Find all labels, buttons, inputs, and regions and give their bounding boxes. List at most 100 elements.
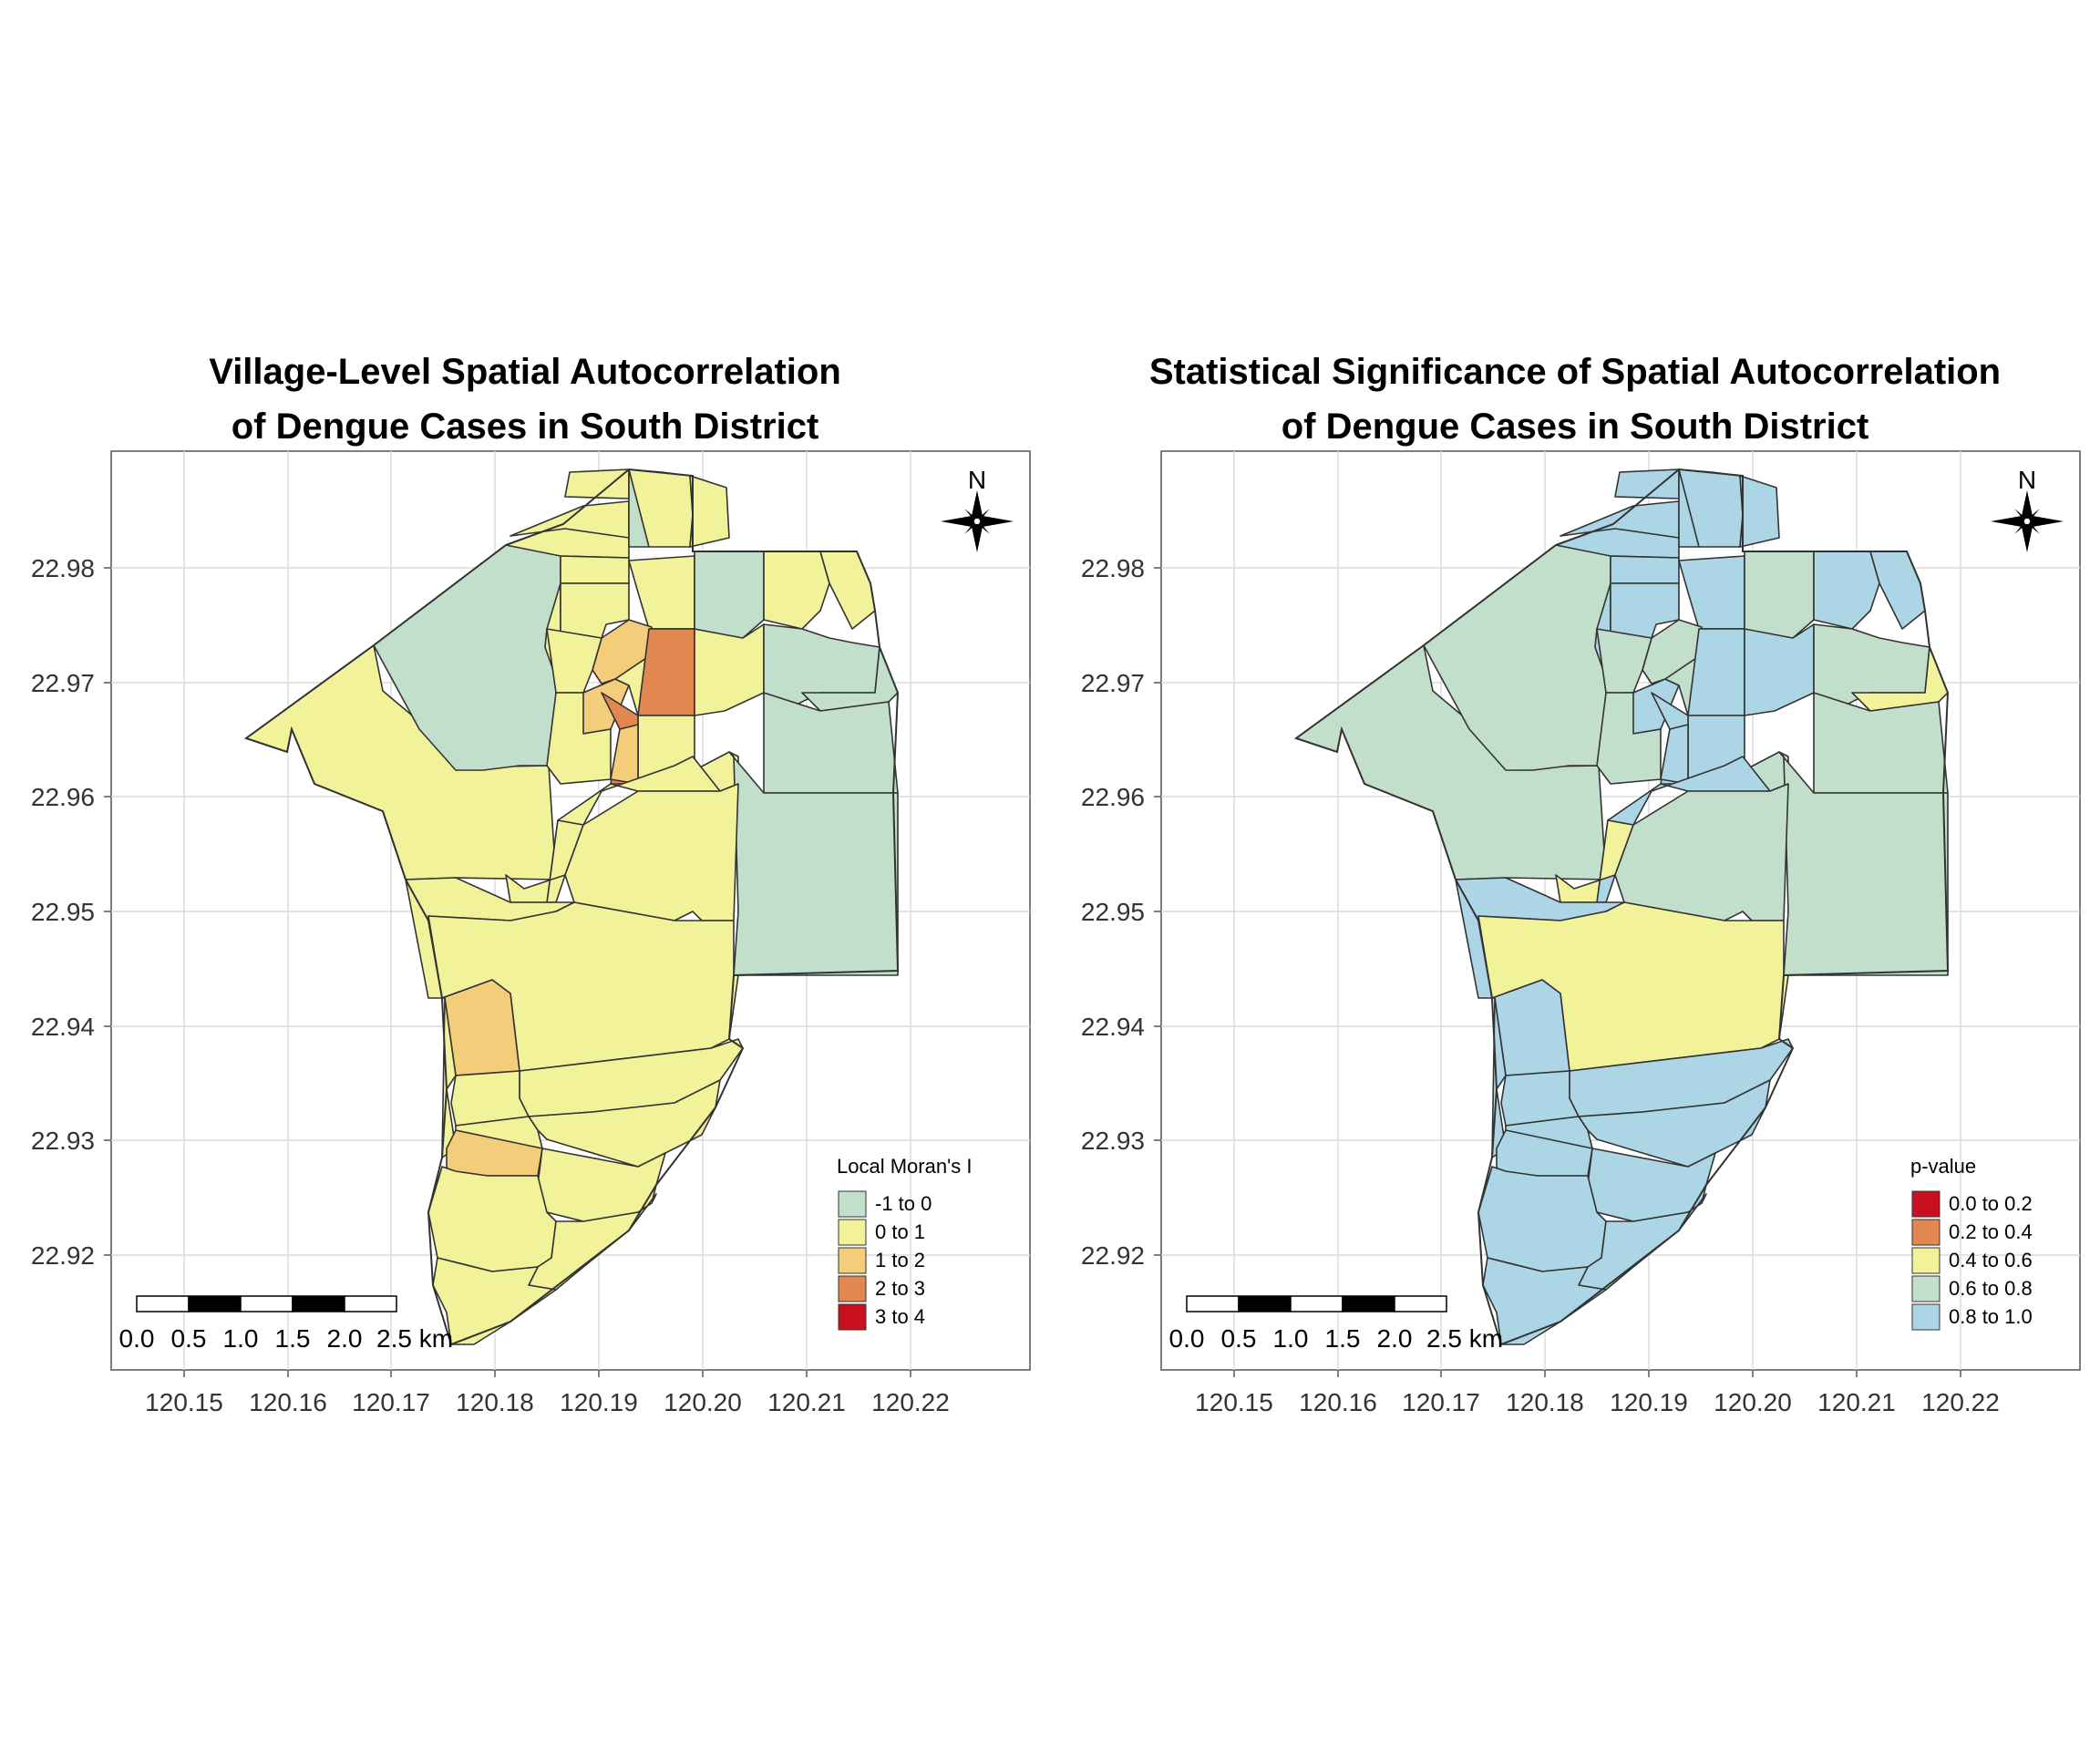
legend-swatch: [838, 1190, 867, 1218]
x-tick-label: 120.21: [1817, 1388, 1896, 1416]
map-title: Statistical Significance of Spatial Auto…: [1050, 345, 2100, 454]
legend-label: 1 to 2: [875, 1249, 925, 1271]
legend-title: Local Moran's I: [837, 1155, 973, 1178]
village-polygon: [546, 628, 602, 694]
compass-point-w: [1991, 516, 2027, 527]
compass-point-sw: [964, 521, 977, 534]
scale-bar: 0.0 0.5 1.0 1.5 2.0 2.5 km: [1169, 1295, 1503, 1353]
legend: Local Moran's I -1 to 0 0 to 1 1 to 2 2 to 3…: [837, 1155, 973, 1331]
compass-point-nw: [2014, 509, 2027, 521]
y-tick-label: 22.94: [31, 1013, 95, 1041]
legend-label: 0.4 to 0.6: [1949, 1249, 2033, 1271]
village-polygon: [528, 1079, 721, 1168]
legend-label: 3 to 4: [875, 1305, 925, 1328]
x-tick-label: 120.17: [1402, 1388, 1480, 1416]
legend-swatch: [838, 1275, 867, 1302]
y-tick-label: 22.97: [31, 669, 95, 697]
scale-bar-label: 1.0: [1273, 1324, 1309, 1353]
north-label: N: [968, 466, 986, 494]
x-tick-label: 120.22: [1921, 1388, 2000, 1416]
village-polygon: [1778, 751, 1949, 976]
compass-point-se: [2027, 521, 2040, 534]
x-tick-label: 120.17: [352, 1388, 430, 1416]
y-tick-label: 22.92: [31, 1241, 95, 1270]
x-tick-label: 120.16: [1299, 1388, 1377, 1416]
village-polygon: [505, 819, 584, 903]
compass-point-ne: [977, 509, 990, 521]
y-tick-label: 22.93: [1081, 1127, 1145, 1155]
compass-point-sw: [2014, 521, 2027, 534]
scale-bar-segment: [136, 1295, 190, 1312]
moran-map: 120.15 120.16 120.17 120.18 120.19 120.20 120.…: [31, 450, 1031, 1416]
scale-bar-label: 0.5: [1221, 1324, 1257, 1353]
legend-swatch: [1911, 1247, 1940, 1274]
scale-bar-label: 1.0: [223, 1324, 259, 1353]
scale-bar-segment: [1186, 1295, 1240, 1312]
compass-point-n: [2022, 490, 2033, 521]
compass-center: [2023, 517, 2032, 526]
x-tick-label: 120.22: [871, 1388, 950, 1416]
village-polygon: [694, 551, 765, 639]
y-tick-label: 22.98: [31, 554, 95, 582]
village-polygon: [1614, 468, 1680, 499]
village-polygon: [1739, 475, 1780, 548]
x-tick-label: 120.18: [1506, 1388, 1584, 1416]
compass-point-s: [972, 521, 983, 552]
legend-swatch: [838, 1219, 867, 1246]
legend-swatch: [838, 1247, 867, 1274]
north-label: N: [2018, 466, 2036, 494]
legend-label: 0.6 to 0.8: [1949, 1277, 2033, 1300]
x-tick-label: 120.21: [767, 1388, 846, 1416]
x-tick-label: 120.20: [1714, 1388, 1792, 1416]
scale-bar-segment: [1394, 1295, 1447, 1312]
moran-map-panel: Village-Level Spatial Autocorrelation of…: [31, 352, 1031, 1416]
village-polygon: [1578, 1079, 1771, 1168]
map-title-line1: Village-Level Spatial Autocorrelation: [209, 352, 841, 392]
compass-point-se: [977, 521, 990, 534]
legend-label: 0.0 to 0.2: [1949, 1192, 2033, 1215]
scale-bar-label: 2.5 km: [376, 1324, 453, 1353]
legend-label: -1 to 0: [875, 1192, 932, 1215]
y-tick-label: 22.98: [1081, 554, 1145, 582]
legend-swatch: [1911, 1303, 1940, 1331]
legend-title: p-value: [1910, 1155, 1976, 1178]
x-tick-label: 120.18: [456, 1388, 534, 1416]
legend-label: 0 to 1: [875, 1220, 925, 1243]
y-tick-label: 22.95: [31, 898, 95, 926]
scale-bar-label: 1.5: [1325, 1324, 1361, 1353]
scale-bar: 0.0 0.5 1.0 1.5 2.0 2.5 km: [119, 1295, 453, 1353]
village-polygons: [245, 468, 899, 1345]
legend-swatch: [1911, 1190, 1940, 1218]
y-tick-label: 22.96: [1081, 783, 1145, 811]
x-tick-label: 120.15: [1195, 1388, 1273, 1416]
map-title-line2: of Dengue Cases in South District: [231, 407, 819, 447]
compass-point-e: [977, 516, 1014, 527]
district-boundary: [243, 468, 900, 1346]
y-tick-label: 22.95: [1081, 898, 1145, 926]
y-tick-label: 22.94: [1081, 1013, 1145, 1041]
scale-bar-label: 2.0: [327, 1324, 363, 1353]
compass-point-s: [2022, 521, 2033, 552]
scale-bar-label: 2.5 km: [1426, 1324, 1503, 1353]
pvalue-map-panel: Statistical Significance of Spatial Auto…: [1050, 0, 2100, 1750]
scale-bar-segment: [344, 1295, 397, 1312]
y-tick-label: 22.96: [31, 783, 95, 811]
map-title-line2: of Dengue Cases in South District: [1281, 407, 1869, 447]
y-tick-label: 22.92: [1081, 1241, 1145, 1270]
legend-swatch: [838, 1303, 867, 1331]
legend-label: 2 to 3: [875, 1277, 925, 1300]
village-polygon: [1813, 692, 1949, 794]
village-polygon: [1614, 783, 1789, 921]
village-polygon: [763, 692, 899, 794]
x-tick-label: 120.16: [249, 1388, 327, 1416]
district-boundary: [1293, 468, 1950, 1346]
pvalue-map: 120.15 120.16 120.17 120.18 120.19 120.20 120.…: [1081, 450, 2081, 1416]
legend-label: 0.2 to 0.4: [1949, 1220, 2033, 1243]
x-tick-label: 120.15: [145, 1388, 223, 1416]
village-polygon: [1596, 628, 1652, 694]
compass-point-e: [2027, 516, 2064, 527]
village-polygon: [564, 468, 630, 499]
village-polygon: [564, 783, 739, 921]
scale-bar-segment: [292, 1295, 345, 1312]
scale-bar-label: 1.5: [275, 1324, 311, 1353]
